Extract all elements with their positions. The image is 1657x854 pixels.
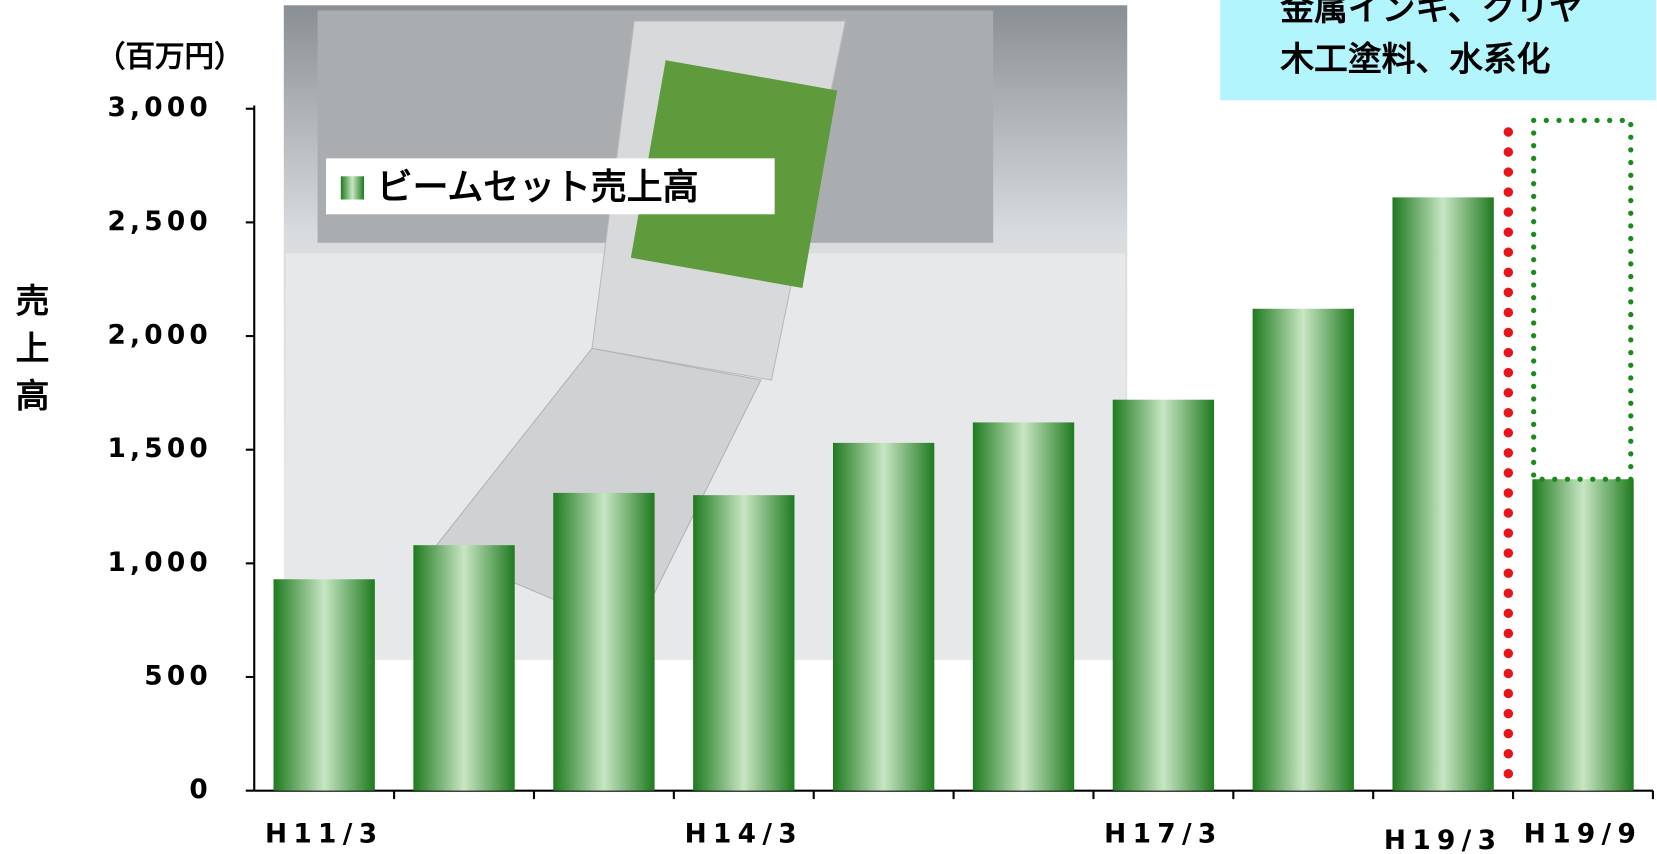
forecast-box — [1531, 117, 1634, 482]
y-tick-label: 2,000 — [107, 321, 212, 351]
bar — [1252, 308, 1354, 791]
y-tick-label: 3,000 — [107, 93, 212, 123]
bar — [1532, 479, 1634, 791]
bar — [693, 495, 795, 791]
annotation: 木工塗料、水系化 — [1280, 40, 1550, 79]
y-tick-label: 0 — [189, 775, 212, 805]
y-label-char: 上 — [16, 329, 50, 368]
legend — [326, 158, 775, 215]
bar — [553, 492, 655, 791]
annotation: 金属インキ、クリヤ — [1279, 0, 1583, 28]
x-tick-label: H19/3 — [1384, 826, 1502, 854]
bar — [1392, 197, 1494, 791]
unit-label: （百万円） — [96, 40, 244, 74]
bar — [273, 579, 375, 791]
bar — [413, 545, 515, 791]
y-tick-label: 1,000 — [107, 548, 212, 578]
y-tick-label: 500 — [144, 662, 212, 692]
y-label-char: 売 — [16, 281, 50, 320]
y-label: 売上高 — [16, 281, 50, 415]
annotation-box — [1220, 0, 1657, 101]
bar — [832, 442, 935, 791]
legend-label: ビームセット売上高 — [377, 167, 699, 208]
bar — [972, 422, 1075, 791]
x-tick-label: H19/9 — [1524, 819, 1642, 849]
bar — [1112, 399, 1215, 791]
y-tick-label: 2,500 — [107, 207, 212, 237]
x-tick-label: H17/3 — [1104, 819, 1222, 849]
x-tick-label: H11/3 — [265, 819, 383, 849]
y-tick-label: 1,500 — [107, 434, 212, 464]
x-tick-label: H14/3 — [685, 819, 803, 849]
legend-swatch — [340, 176, 365, 200]
y-label-char: 高 — [16, 376, 50, 415]
